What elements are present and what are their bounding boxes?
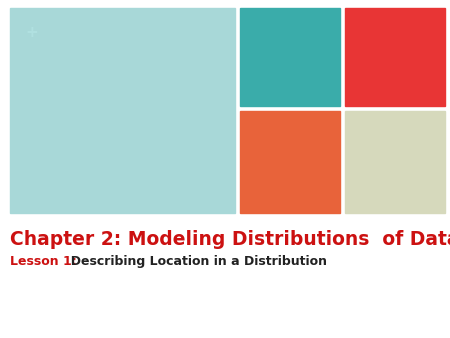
Bar <box>10 8 235 213</box>
Bar <box>345 111 445 213</box>
Bar <box>345 8 445 106</box>
Text: Lesson 1:: Lesson 1: <box>10 255 77 268</box>
Bar <box>240 111 340 213</box>
Bar <box>240 8 340 106</box>
Text: Chapter 2: Modeling Distributions  of Data: Chapter 2: Modeling Distributions of Dat… <box>10 230 450 249</box>
Text: Describing Location in a Distribution: Describing Location in a Distribution <box>62 255 327 268</box>
Text: +: + <box>25 25 38 40</box>
